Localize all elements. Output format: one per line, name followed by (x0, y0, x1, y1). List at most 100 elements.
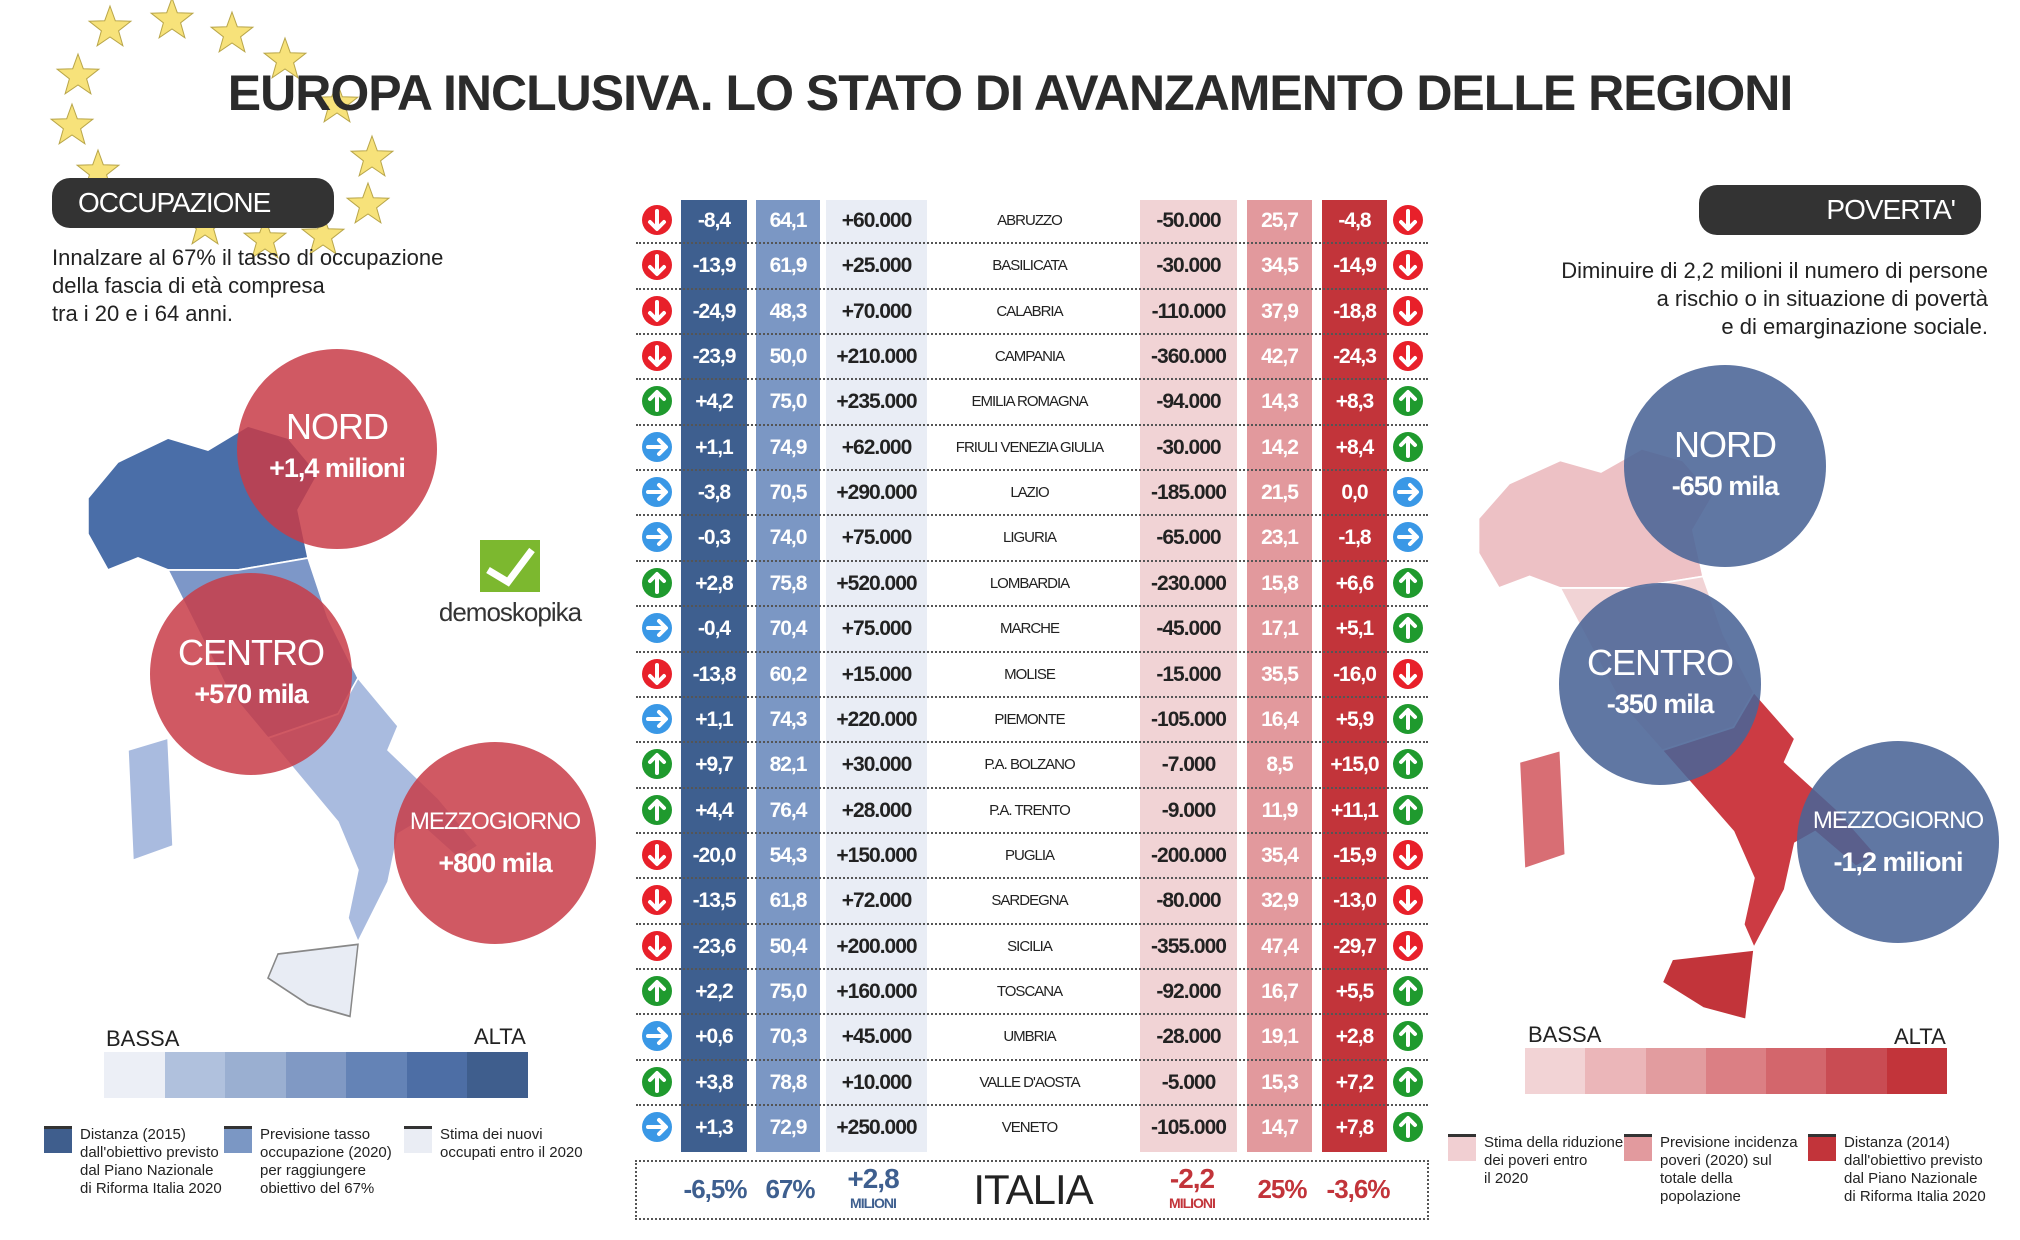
scale-step (164, 1052, 226, 1098)
cell-pov-red: -9.000 (1161, 798, 1217, 822)
legend-text: Previsione tasso occupazione (2020) per ra… (260, 1126, 420, 1198)
cell-pov-rate: 32,9 (1261, 889, 1299, 913)
legend-item: Previsione incidenza poveri (2020) sul tot… (1624, 1134, 1820, 1206)
cell-occ-dist: -13,9 (692, 254, 737, 278)
cell-pov-dist: 0,0 (1341, 481, 1368, 505)
cell-pov-dist: -13,0 (1333, 889, 1377, 913)
cell-occ-rate: 70,4 (769, 617, 808, 641)
cell-pov-dist: +5,9 (1335, 707, 1374, 731)
cell-pov-dist: +15,0 (1330, 753, 1379, 777)
cell-occ-rate: 76,4 (769, 798, 808, 822)
cell-occ-dist: +2,8 (695, 571, 733, 595)
legend-item: Previsione tasso occupazione (2020) per ra… (224, 1126, 420, 1198)
arrow-up-icon (1393, 567, 1423, 598)
legend-item: Stima della riduzione dei poveri entro il … (1448, 1134, 1644, 1188)
poverta-section-label: POVERTA' (1699, 185, 1981, 235)
cell-occ-rate: 60,2 (769, 662, 808, 686)
cell-pov-rate: 14,3 (1261, 390, 1299, 414)
legend-line: Previsione incidenza (1660, 1134, 1798, 1151)
legend-swatch (1624, 1134, 1652, 1161)
table-row: -13,8 60,2 +15.000 MOLISE -15.000 35,5 -16,0 (636, 652, 1428, 697)
occupazione-circle-mezzogiorno: MEZZOGIORNO +800 mila (394, 742, 596, 944)
cell-pov-red: -5.000 (1161, 1070, 1217, 1094)
star-icon (300, 212, 346, 255)
scale-step (467, 1052, 529, 1098)
table-row: +4,2 75,0 +235.000 EMILIA ROMAGNA -94.000 14,… (636, 379, 1428, 424)
region-name: LAZIO (1010, 484, 1049, 502)
row-divider (636, 831, 1428, 834)
arrow-up-icon (642, 975, 672, 1006)
row-divider (636, 559, 1428, 562)
table-row: +1,3 72,9 +250.000 VENETO -105.000 14,7 +7,8 (636, 1105, 1428, 1150)
cell-occ-new: +235.000 (836, 390, 917, 414)
total-pov-rate: 25% (1257, 1174, 1307, 1204)
arrow-right-icon (642, 613, 672, 644)
cell-occ-dist: +1,3 (695, 1116, 733, 1139)
occupazione-scale-low: BASSA (106, 1026, 180, 1051)
row-divider (636, 877, 1428, 880)
cell-occ-rate: 75,0 (769, 979, 808, 1003)
legend-text: Previsione incidenza poveri (2020) sul tot… (1660, 1134, 1820, 1206)
cell-occ-rate: 54,3 (769, 843, 808, 867)
total-occ-new: +2,8 MILIONI (847, 1163, 899, 1212)
cell-pov-rate: 15,8 (1261, 571, 1299, 595)
row-divider (636, 741, 1428, 744)
scale-step (346, 1052, 407, 1098)
demoskopika-logo: demoskopika (420, 540, 600, 628)
cell-pov-rate: 23,1 (1261, 526, 1299, 550)
star-icon (209, 10, 255, 53)
region-name: VALLE D'AOSTA (979, 1073, 1080, 1091)
table-row: +1,1 74,9 +62.000 FRIULI VENEZIA GIULIA -30.… (636, 425, 1428, 470)
cell-occ-new: +62.000 (841, 435, 912, 459)
cell-occ-new: +45.000 (841, 1025, 912, 1049)
cell-occ-dist: +4,2 (695, 390, 733, 414)
cell-occ-new: +210.000 (836, 345, 917, 369)
table-row: +9,7 82,1 +30.000 P.A. BOLZANO -7.000 8,5 +15,… (636, 742, 1428, 787)
star-icon (149, 0, 195, 39)
table-row: -3,8 70,5 +290.000 LAZIO -185.000 21,5 0,0 (636, 470, 1428, 515)
legend-line: dal Piano Nazionale (80, 1162, 214, 1179)
cell-pov-rate: 11,9 (1261, 798, 1299, 822)
region-name: EMILIA ROMAGNA (971, 393, 1088, 411)
arrow-down-icon (1393, 250, 1423, 281)
occupazione-section-label: OCCUPAZIONE (52, 178, 334, 228)
column-background (681, 200, 747, 1152)
arrow-down-icon (642, 658, 672, 689)
arrow-right-icon (642, 1112, 672, 1142)
scale-step (1645, 1048, 1706, 1094)
cell-occ-new: +28.000 (841, 798, 912, 822)
legend-line: Previsione tasso (260, 1126, 371, 1143)
cell-pov-red: -355.000 (1151, 934, 1227, 958)
cell-pov-rate: 14,7 (1261, 1116, 1299, 1139)
cell-occ-new: +160.000 (836, 979, 917, 1003)
legend-text: Distanza (2014) dall'obiettivo previsto da… (1844, 1134, 2004, 1206)
arrow-up-icon (1393, 386, 1423, 417)
arrow-up-icon (1393, 749, 1423, 780)
cell-pov-dist: +2,8 (1335, 1025, 1374, 1049)
cell-pov-red: -200.000 (1151, 843, 1227, 867)
cell-pov-red: -30.000 (1156, 254, 1221, 278)
cell-occ-dist: -0,3 (697, 526, 731, 550)
cell-occ-new: +250.000 (836, 1116, 917, 1139)
row-divider (636, 1058, 1428, 1061)
arrow-up-icon (1393, 613, 1423, 644)
cell-occ-new: +70.000 (841, 299, 912, 323)
cell-occ-dist: +2,2 (695, 979, 733, 1003)
total-occ-rate: 67% (765, 1174, 815, 1204)
region-name: LOMBARDIA (989, 574, 1070, 592)
legend-line: Distanza (2014) (1844, 1134, 1950, 1151)
table-row: -20,0 54,3 +150.000 PUGLIA -200.000 35,4 -15,9 (636, 833, 1428, 878)
arrow-right-icon (642, 522, 672, 553)
poverta-description: Diminuire di 2,2 milioni il numero di pe… (1561, 257, 1988, 341)
table-row: +2,8 75,8 +520.000 LOMBARDIA -230.000 15,8 +6,… (636, 561, 1428, 606)
cell-occ-dist: -23,9 (692, 345, 737, 369)
poverta-circle-centro: CENTRO -350 mila (1559, 583, 1761, 785)
arrow-down-icon (642, 295, 672, 326)
cell-occ-rate: 82,1 (769, 753, 808, 777)
star-icon (345, 181, 391, 224)
cell-pov-dist: +8,4 (1335, 435, 1374, 459)
arrow-up-icon (642, 386, 672, 417)
poverta-circle-mezzogiorno: MEZZOGIORNO -1,2 milioni (1797, 741, 1999, 943)
cell-occ-rate: 64,1 (769, 209, 808, 232)
column-background (826, 200, 927, 1152)
